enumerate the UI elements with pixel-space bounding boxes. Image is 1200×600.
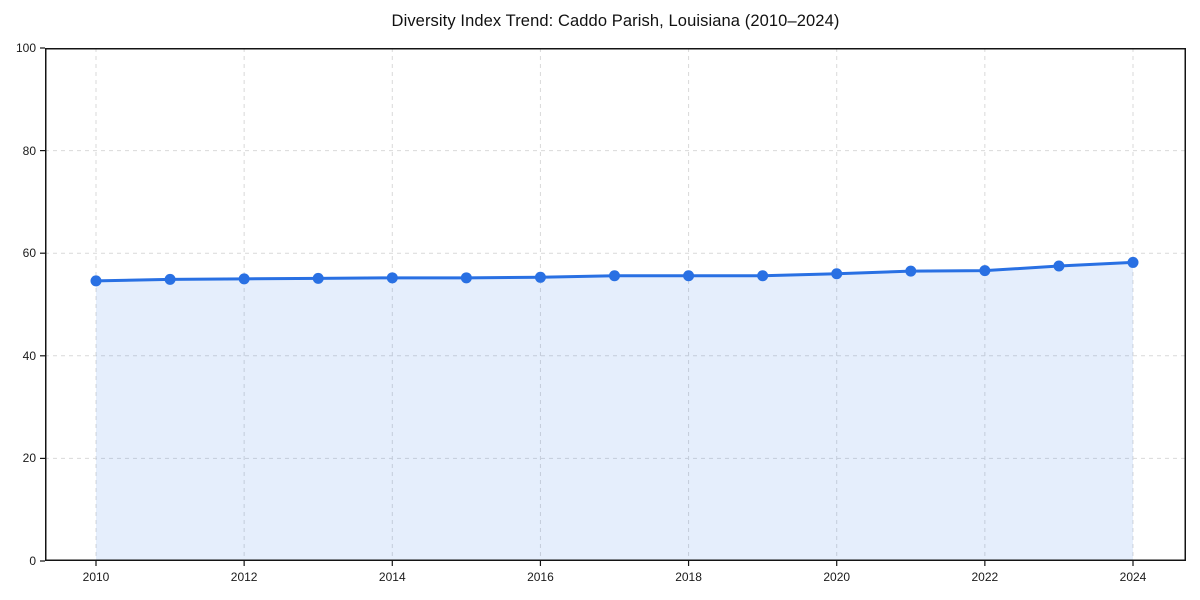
data-point-marker	[534, 271, 546, 283]
x-tick-label: 2016	[527, 570, 554, 584]
data-point-marker	[1053, 260, 1065, 272]
y-tick-label: 100	[15, 41, 36, 55]
x-tick-label: 2020	[823, 570, 851, 584]
y-tick-label: 60	[22, 246, 36, 261]
plot-area	[40, 47, 1186, 566]
data-point-marker	[90, 275, 102, 287]
x-tick-label: 2024	[1119, 570, 1147, 584]
y-tick-label: 20	[22, 451, 36, 466]
data-point-marker	[386, 272, 398, 284]
x-tick-label: 2018	[675, 570, 702, 584]
data-point-marker	[460, 272, 472, 284]
x-tick-label: 2014	[378, 570, 406, 584]
data-point-marker	[979, 265, 991, 277]
y-tick-label: 0	[29, 554, 36, 568]
axes-spines	[45, 48, 1186, 561]
data-point-marker	[683, 270, 695, 282]
y-tick-label: 80	[22, 143, 36, 158]
chart-title: Diversity Index Trend: Caddo Parish, Lou…	[391, 12, 840, 30]
data-point-marker	[1127, 256, 1139, 268]
data-point-marker	[757, 270, 769, 282]
data-point-marker	[312, 272, 324, 284]
data-point-marker	[164, 273, 176, 285]
x-tick-label: 2012	[230, 570, 258, 584]
data-point-marker	[905, 265, 917, 277]
y-tick-label: 40	[22, 348, 36, 363]
x-tick-label: 2022	[971, 570, 999, 584]
area-fill	[96, 262, 1133, 561]
data-point-marker	[609, 270, 620, 282]
plot-wrapper: 2010 2012 2014 2016 2018 2020 2022 2024 0 20 40 60 8…	[16, 41, 1186, 584]
x-tick-label: 2010	[82, 570, 110, 584]
data-point-marker	[831, 268, 843, 280]
data-point-marker	[238, 273, 250, 285]
